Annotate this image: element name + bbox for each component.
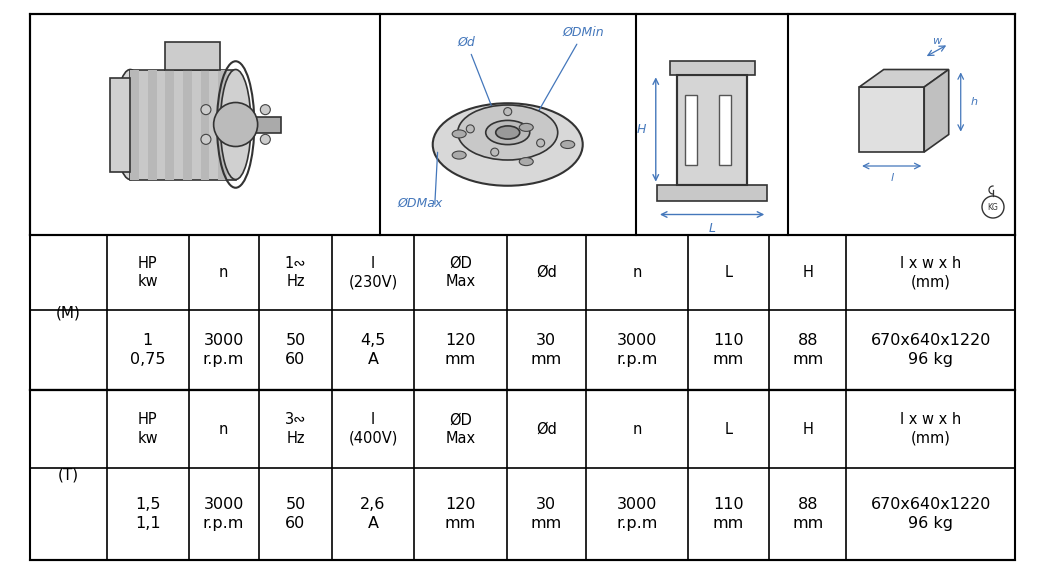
Bar xyxy=(677,75,747,184)
Circle shape xyxy=(201,104,210,115)
Circle shape xyxy=(201,134,210,144)
Circle shape xyxy=(982,196,1004,218)
Ellipse shape xyxy=(220,69,251,180)
Text: 3000
r.p.m: 3000 r.p.m xyxy=(616,497,658,531)
Text: Ød: Ød xyxy=(457,36,501,132)
Bar xyxy=(200,69,209,180)
Text: L: L xyxy=(724,421,733,436)
Ellipse shape xyxy=(496,126,520,139)
Ellipse shape xyxy=(519,123,534,131)
Text: Ød: Ød xyxy=(536,421,556,436)
Text: H: H xyxy=(637,123,646,136)
Ellipse shape xyxy=(561,141,575,149)
Text: ØD
Max: ØD Max xyxy=(445,255,475,289)
Ellipse shape xyxy=(457,105,557,160)
Text: 670x640x1220
96 kg: 670x640x1220 96 kg xyxy=(870,333,991,367)
Bar xyxy=(130,69,235,180)
Text: 120
mm: 120 mm xyxy=(445,497,476,531)
Text: H: H xyxy=(802,421,813,436)
Circle shape xyxy=(260,134,270,144)
Text: n: n xyxy=(632,421,642,436)
Text: 3000
r.p.m: 3000 r.p.m xyxy=(203,333,244,367)
Text: 4,5
A: 4,5 A xyxy=(361,333,386,367)
Bar xyxy=(130,69,139,180)
Bar xyxy=(109,77,130,172)
Ellipse shape xyxy=(115,69,146,180)
Text: I
(400V): I (400V) xyxy=(348,412,398,446)
Bar xyxy=(30,390,1015,560)
Text: 3000
r.p.m: 3000 r.p.m xyxy=(203,497,244,531)
Text: n: n xyxy=(632,265,642,280)
Text: 1∾
Hz: 1∾ Hz xyxy=(284,255,306,289)
Text: HP
kw: HP kw xyxy=(138,412,158,446)
Ellipse shape xyxy=(432,103,582,186)
Bar xyxy=(251,117,281,133)
Text: H: H xyxy=(802,265,813,280)
Ellipse shape xyxy=(452,151,466,159)
Polygon shape xyxy=(860,69,948,87)
Bar xyxy=(719,95,731,165)
Text: h: h xyxy=(971,97,977,107)
Text: 50
60: 50 60 xyxy=(286,497,305,531)
Text: (T): (T) xyxy=(58,467,79,483)
Bar xyxy=(860,87,924,152)
Bar xyxy=(658,184,767,200)
Bar xyxy=(30,14,1015,390)
Bar xyxy=(685,95,697,165)
Polygon shape xyxy=(924,69,948,152)
Text: 110
mm: 110 mm xyxy=(713,497,744,531)
Circle shape xyxy=(491,148,499,156)
Circle shape xyxy=(537,139,545,147)
Bar xyxy=(719,95,731,165)
Text: 1
0,75: 1 0,75 xyxy=(130,333,166,367)
Ellipse shape xyxy=(452,130,466,138)
Circle shape xyxy=(503,107,512,115)
Text: ØDMin: ØDMin xyxy=(531,26,604,124)
Bar xyxy=(183,69,192,180)
Ellipse shape xyxy=(519,158,534,166)
Text: 2,6
A: 2,6 A xyxy=(361,497,386,531)
Text: 30
mm: 30 mm xyxy=(530,497,562,531)
Text: 3∾
Hz: 3∾ Hz xyxy=(284,412,306,446)
Text: HP
kw: HP kw xyxy=(138,255,158,289)
Circle shape xyxy=(214,103,257,146)
Text: ØDMax: ØDMax xyxy=(398,197,443,210)
Bar xyxy=(218,69,227,180)
Bar xyxy=(148,69,156,180)
Bar xyxy=(166,69,174,180)
Text: 120
mm: 120 mm xyxy=(445,333,476,367)
Ellipse shape xyxy=(486,121,529,145)
Circle shape xyxy=(260,104,270,115)
Text: 670x640x1220
96 kg: 670x640x1220 96 kg xyxy=(870,497,991,531)
Text: ØD
Max: ØD Max xyxy=(445,412,475,446)
Text: 3000
r.p.m: 3000 r.p.m xyxy=(616,333,658,367)
Bar xyxy=(670,60,754,75)
Text: L: L xyxy=(724,265,733,280)
Text: 1,5
1,1: 1,5 1,1 xyxy=(134,497,160,531)
Bar xyxy=(677,75,747,184)
Text: 30
mm: 30 mm xyxy=(530,333,562,367)
Text: 110
mm: 110 mm xyxy=(713,333,744,367)
Text: 50
60: 50 60 xyxy=(286,333,305,367)
Text: 88
mm: 88 mm xyxy=(792,497,823,531)
Text: 88
mm: 88 mm xyxy=(792,333,823,367)
Text: l x w x h
(mm): l x w x h (mm) xyxy=(900,412,962,446)
Text: (M): (M) xyxy=(56,305,81,320)
Text: Ød: Ød xyxy=(536,265,556,280)
Text: n: n xyxy=(219,265,228,280)
Bar xyxy=(165,41,220,69)
Text: I
(230V): I (230V) xyxy=(348,255,398,289)
Text: L: L xyxy=(709,222,716,235)
Text: l x w x h
(mm): l x w x h (mm) xyxy=(900,255,962,289)
Text: w: w xyxy=(933,36,942,46)
Bar xyxy=(685,95,697,165)
Text: n: n xyxy=(219,421,228,436)
Circle shape xyxy=(467,125,474,133)
Text: l: l xyxy=(890,173,893,183)
Text: KG: KG xyxy=(988,204,998,212)
